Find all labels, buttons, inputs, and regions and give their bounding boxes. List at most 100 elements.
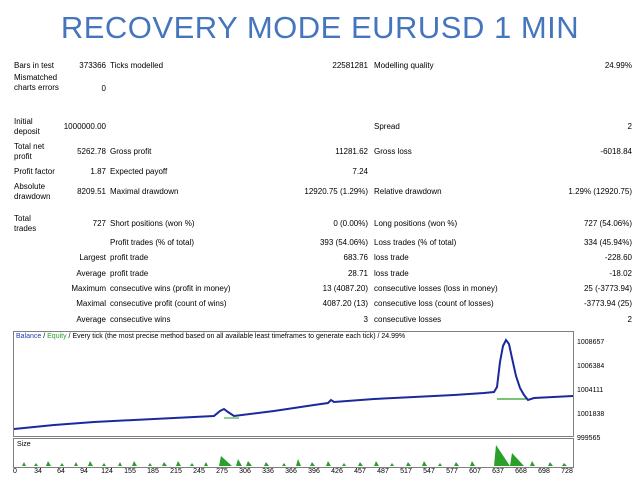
x-label: 94 — [80, 468, 88, 475]
largest-profit-label: profit trade — [110, 253, 149, 262]
max-consecutive-wins-label: consecutive wins (profit in money) — [110, 284, 231, 293]
x-label: 607 — [469, 468, 481, 475]
profit-trades-value: 393 (54.06%) — [319, 238, 368, 247]
avg-consecutive-losses-value: 2 — [627, 315, 632, 324]
x-label: 668 — [515, 468, 527, 475]
x-label: 487 — [377, 468, 389, 475]
max-consecutive-loss-value: -3773.94 (25) — [583, 299, 632, 308]
profit-trades-label: Profit trades (% of total) — [110, 238, 195, 247]
x-label: 215 — [170, 468, 182, 475]
short-value: 0 (0.00%) — [333, 219, 368, 228]
relative-drawdown-value: 1.29% (12920.75) — [568, 187, 632, 196]
profit-factor-label: Profit factor — [14, 167, 55, 176]
net-profit-value: 5262.78 — [77, 147, 106, 156]
x-label: 547 — [423, 468, 435, 475]
max-consecutive-losses-label: consecutive losses (loss in money) — [374, 284, 498, 293]
maximum-label: Maximum — [71, 284, 106, 293]
deposit-label: Initial deposit — [14, 117, 40, 136]
maximal-drawdown-value: 12920.75 (1.29%) — [304, 187, 368, 196]
x-label: 517 — [400, 468, 412, 475]
total-trades-label: Total trades — [14, 214, 37, 233]
x-label: 426 — [331, 468, 343, 475]
spread-value: 2 — [627, 122, 632, 131]
average-loss-label: loss trade — [374, 269, 409, 278]
y-label-4: 1001838 — [577, 411, 605, 418]
size-label: Size — [17, 441, 31, 448]
y-label-2: 1006384 — [577, 363, 605, 370]
chart-header-balance: Balance — [16, 333, 42, 340]
chart-header: Balance / Equity / Every tick (the most … — [16, 333, 405, 340]
x-label: 577 — [446, 468, 458, 475]
loss-trades-value: 334 (45.94%) — [583, 238, 632, 247]
x-label: 366 — [285, 468, 297, 475]
gross-profit-label: Gross profit — [110, 147, 152, 156]
max-consecutive-loss-label: consecutive loss (count of losses) — [374, 299, 494, 308]
absolute-drawdown-label: Absolute drawdown — [14, 182, 51, 201]
maximal-label: Maximal — [76, 299, 106, 308]
largest-label: Largest — [79, 253, 106, 262]
profit-factor-value: 1.87 — [90, 167, 106, 176]
chart-header-equity: Equity — [47, 333, 67, 340]
avg-consecutive-losses-label: consecutive losses — [374, 315, 442, 324]
bars-label: Bars in test — [14, 61, 55, 70]
absolute-drawdown-value: 8209.51 — [77, 187, 106, 196]
short-label: Short positions (won %) — [110, 219, 195, 228]
long-label: Long positions (won %) — [374, 219, 458, 228]
deposit-value: 1000000.00 — [63, 122, 106, 131]
x-label: 34 — [34, 468, 42, 475]
balance-chart — [13, 331, 574, 437]
ticks-value: 22581281 — [332, 61, 368, 70]
max-consecutive-losses-value: 25 (-3773.94) — [583, 284, 632, 293]
x-label: 728 — [561, 468, 573, 475]
gross-loss-label: Gross loss — [374, 147, 412, 156]
gross-loss-value: -6018.84 — [600, 147, 632, 156]
expected-payoff-value: 7.24 — [352, 167, 368, 176]
total-trades-value: 727 — [92, 219, 106, 228]
long-value: 727 (54.06%) — [583, 219, 632, 228]
expected-payoff-label: Expected payoff — [110, 167, 168, 176]
x-label: 336 — [262, 468, 274, 475]
x-label: 124 — [101, 468, 113, 475]
bars-value: 373366 — [79, 61, 106, 70]
max-consecutive-profit-label: consecutive profit (count of wins) — [110, 299, 227, 308]
avg-consecutive-wins-value: 3 — [363, 315, 368, 324]
mismatch-label: Mismatched charts errors — [14, 73, 59, 92]
relative-drawdown-label: Relative drawdown — [374, 187, 442, 196]
quality-label: Modelling quality — [374, 61, 434, 70]
largest-loss-label: loss trade — [374, 253, 409, 262]
average-consecutive-label: Average — [76, 315, 106, 324]
x-label: 457 — [354, 468, 366, 475]
x-label: 306 — [239, 468, 251, 475]
maximal-drawdown-label: Maximal drawdown — [110, 187, 179, 196]
loss-trades-label: Loss trades (% of total) — [374, 238, 457, 247]
chart-header-separator: / — [41, 333, 48, 340]
largest-profit-value: 683.76 — [343, 253, 368, 262]
x-label: 275 — [216, 468, 228, 475]
size-panel — [13, 438, 574, 468]
x-label: 396 — [308, 468, 320, 475]
largest-loss-value: -228.60 — [604, 253, 632, 262]
mismatch-value: 0 — [101, 84, 106, 93]
page-title: RECOVERY MODE EURUSD 1 MIN — [60, 10, 580, 45]
quality-value: 24.99% — [604, 61, 632, 70]
max-consecutive-wins-value: 13 (4087.20) — [322, 284, 368, 293]
x-label: 155 — [124, 468, 136, 475]
y-label-3: 1004111 — [577, 387, 604, 394]
average-profit-label: profit trade — [110, 269, 149, 278]
avg-consecutive-wins-label: consecutive wins — [110, 315, 171, 324]
max-consecutive-profit-value: 4087.20 (13) — [322, 299, 368, 308]
average-profit-value: 28.71 — [347, 269, 368, 278]
y-label-5: 999565 — [577, 435, 601, 442]
x-label: 185 — [147, 468, 159, 475]
average-label: Average — [76, 269, 106, 278]
x-label: 64 — [57, 468, 65, 475]
x-label: 0 — [13, 468, 17, 475]
x-label: 637 — [492, 468, 504, 475]
net-profit-label: Total net profit — [14, 142, 45, 161]
x-label: 245 — [193, 468, 205, 475]
gross-profit-value: 11281.62 — [335, 147, 368, 156]
y-label-1: 1008657 — [577, 339, 605, 346]
x-label: 698 — [538, 468, 550, 475]
chart-header-description: / Every tick (the most precise method ba… — [66, 333, 406, 340]
ticks-label: Ticks modelled — [110, 61, 164, 70]
